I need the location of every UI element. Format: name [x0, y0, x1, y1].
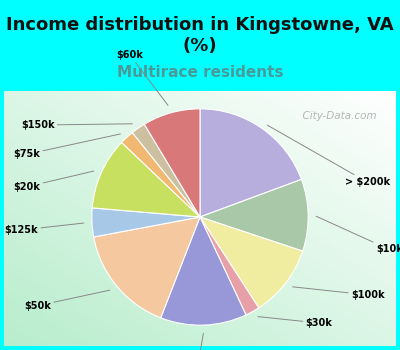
- Wedge shape: [122, 133, 200, 217]
- Text: $60k: $60k: [116, 50, 168, 105]
- Text: $20k: $20k: [14, 171, 94, 192]
- Wedge shape: [200, 180, 308, 251]
- Text: $100k: $100k: [292, 287, 384, 300]
- Wedge shape: [94, 217, 200, 318]
- Text: > $200k: > $200k: [267, 125, 390, 187]
- Wedge shape: [92, 142, 200, 217]
- Text: $50k: $50k: [24, 290, 110, 311]
- Text: $200k: $200k: [178, 333, 212, 350]
- Text: City-Data.com: City-Data.com: [296, 111, 376, 121]
- Wedge shape: [161, 217, 246, 325]
- Wedge shape: [144, 109, 200, 217]
- Text: Income distribution in Kingstowne, VA
(%): Income distribution in Kingstowne, VA (%…: [6, 16, 394, 55]
- Text: $150k: $150k: [21, 120, 132, 130]
- Text: $125k: $125k: [5, 223, 84, 235]
- Text: $10k: $10k: [316, 216, 400, 254]
- Wedge shape: [132, 124, 200, 217]
- Text: $75k: $75k: [14, 134, 120, 159]
- Wedge shape: [92, 208, 200, 237]
- Text: Multirace residents: Multirace residents: [117, 65, 283, 80]
- Wedge shape: [200, 109, 302, 217]
- Wedge shape: [200, 217, 259, 315]
- Text: $30k: $30k: [258, 317, 332, 328]
- Wedge shape: [200, 217, 303, 308]
